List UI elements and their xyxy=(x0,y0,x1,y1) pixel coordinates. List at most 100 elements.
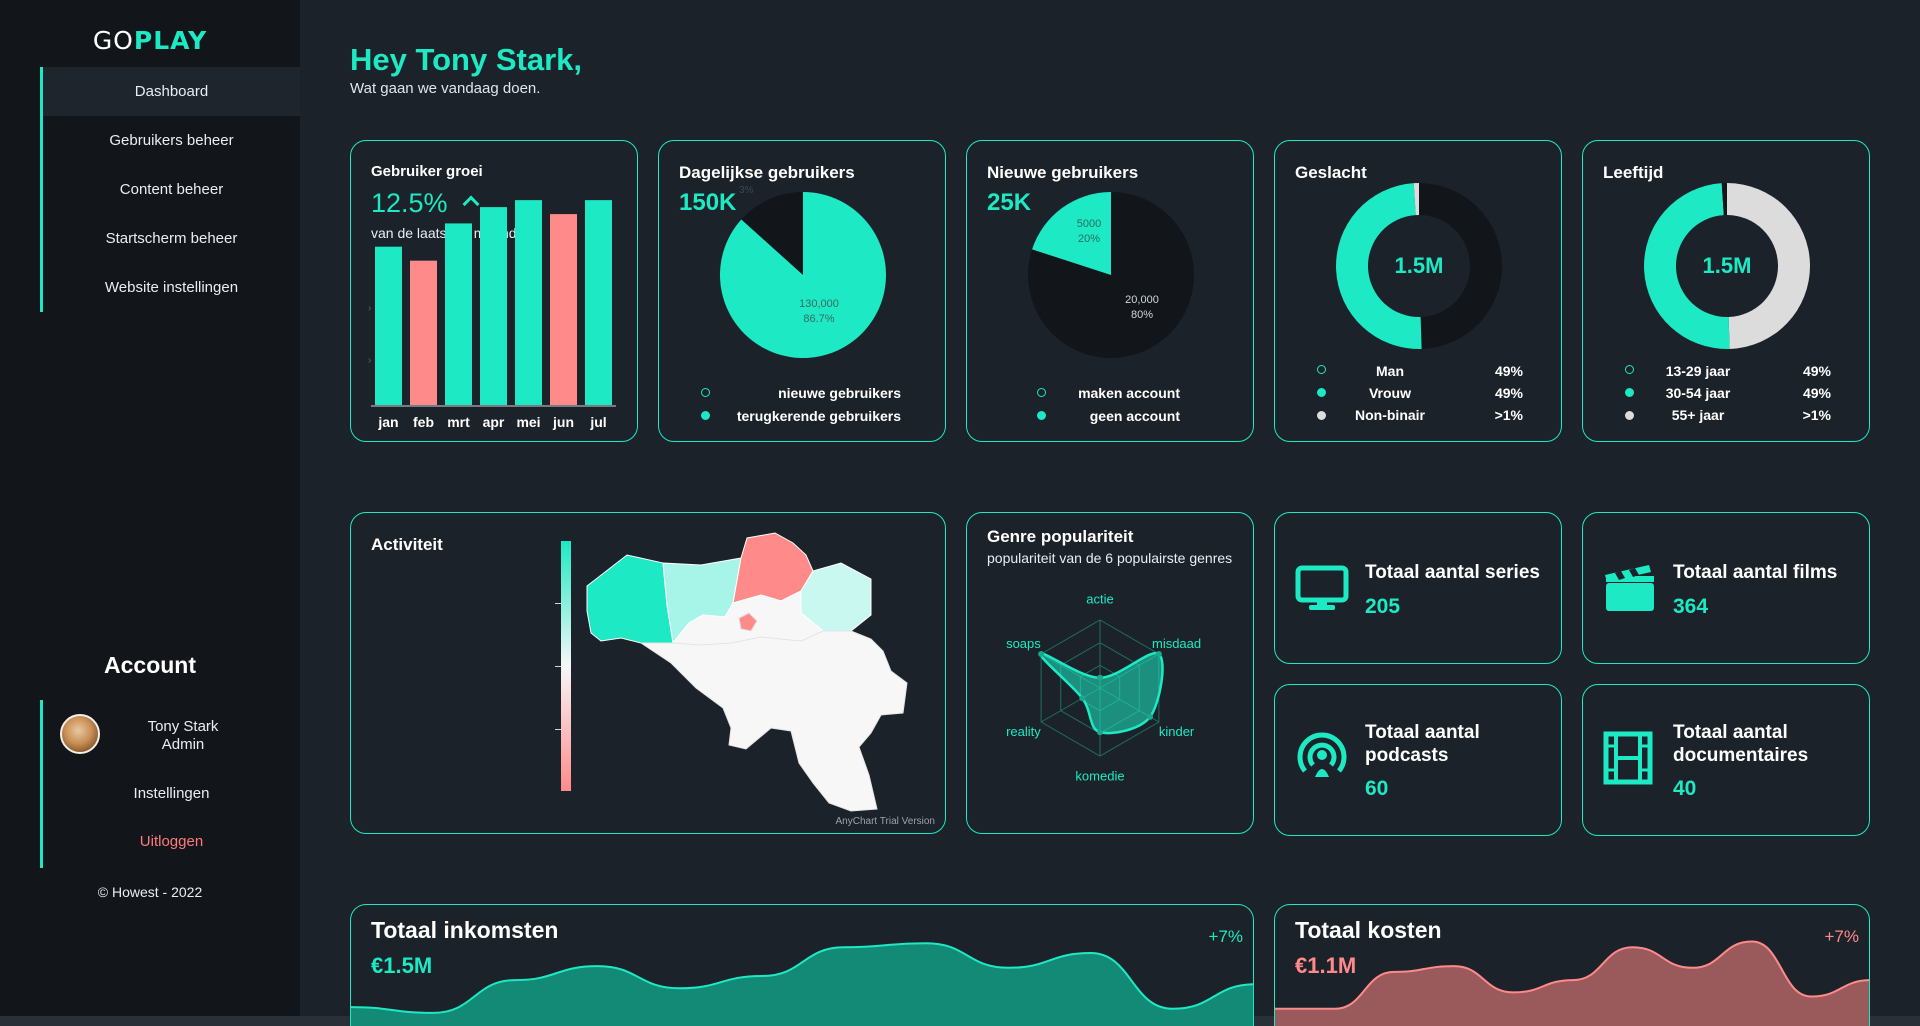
growth-card: Gebruiker groei 12.5% van de laatste 7 m… xyxy=(350,140,638,442)
daily-slice-value: 130,000 xyxy=(799,298,839,310)
radar-label-actie: actie xyxy=(1086,592,1113,607)
bar-axis-tick-2: › xyxy=(368,355,371,366)
costs-value: €1.1M xyxy=(1295,953,1357,978)
age-title: Leeftijd xyxy=(1603,163,1664,182)
radar-area xyxy=(1039,651,1164,735)
radar-label-komedie: komedie xyxy=(1075,768,1124,783)
bar-jul xyxy=(585,200,612,405)
radar-point-misdaad xyxy=(1155,651,1162,657)
sidebar-item-gebruikers-beheer[interactable]: Gebruikers beheer xyxy=(109,132,234,149)
radar-point-soaps xyxy=(1038,651,1045,657)
legend-dot-30-54 xyxy=(1625,388,1634,397)
new-users-card: Nieuwe gebruikers 25K 5000 20% 20,000 80… xyxy=(966,140,1254,442)
legend-dot-non-binair xyxy=(1317,411,1326,420)
legend-pct-55: >1% xyxy=(1802,407,1831,423)
donut-slice-non-binair xyxy=(1413,183,1419,216)
monitor-icon xyxy=(1295,565,1349,610)
legend-dot-55 xyxy=(1625,411,1634,420)
genre-title: Genre populariteit xyxy=(987,527,1134,546)
income-value: €1.5M xyxy=(371,953,433,978)
daily-users-value: 150K xyxy=(679,189,737,216)
stat-value-documentaires: 40 xyxy=(1673,777,1697,800)
pie-slice-terugkerende xyxy=(720,192,886,358)
sidebar-item-website-instellingen[interactable]: Website instellingen xyxy=(104,279,239,296)
age-donut xyxy=(1644,183,1810,349)
bar-label-mrt: mrt xyxy=(447,414,470,430)
radar-label-soaps: soaps xyxy=(1006,636,1041,651)
stat-card-films: Totaal aantal films 364 xyxy=(1582,512,1870,664)
bar-label-apr: apr xyxy=(483,414,505,430)
legend-dot-maken xyxy=(1037,388,1046,397)
stat-card-podcasts: Totaal aantal podcasts 60 xyxy=(1274,684,1562,836)
costs-area-chart xyxy=(1275,940,1869,1026)
new-slice1-pct: 20% xyxy=(1077,233,1101,245)
sidebar-item-dashboard[interactable]: Dashboard xyxy=(43,67,300,116)
growth-title: Gebruiker groei xyxy=(371,163,483,180)
growth-value-text: 12.5% xyxy=(371,188,448,218)
growth-bar-chart: › › jan feb mrt apr mei jun jul xyxy=(368,200,616,430)
legend-dot-13-29 xyxy=(1625,365,1634,374)
income-card: Totaal inkomsten €1.5M +7% xyxy=(350,904,1254,1026)
pie-slice-nieuwe xyxy=(741,192,803,275)
income-area-fill xyxy=(351,943,1253,1026)
gender-center-value: 1.5M xyxy=(1394,253,1444,278)
daily-users-pie xyxy=(720,192,886,358)
costs-title: Totaal kosten xyxy=(1295,917,1442,943)
stat-title-documentaires: Totaal aantal documentaires xyxy=(1673,722,1809,766)
film-strip-icon xyxy=(1603,731,1653,785)
account-block: Tony Stark Admin Instellingen Uitloggen xyxy=(40,700,300,868)
sidebar-item-content-beheer[interactable]: Content beheer xyxy=(119,181,224,198)
bar-mei xyxy=(515,200,542,405)
bar-axis-tick-1: › xyxy=(368,303,371,314)
daily-users-card: Dagelijkse gebruikers 150K 3% 130,000 86… xyxy=(658,140,946,442)
donut-slice-30-54 xyxy=(1644,183,1730,349)
legend-label-non-binair: Non-binair xyxy=(1355,407,1425,423)
copyright: © Howest - 2022 xyxy=(97,884,203,900)
legend-label-man: Man xyxy=(1376,363,1404,379)
new-slice1-label: 5000 20% xyxy=(1064,217,1114,247)
page-title: Hey Tony Stark, xyxy=(350,42,583,77)
stat-value-series: 205 xyxy=(1365,595,1401,618)
legend-label-vrouw: Vrouw xyxy=(1368,385,1411,401)
costs-card: Totaal kosten €1.1M +7% xyxy=(1274,904,1870,1026)
radar-label-reality: reality xyxy=(1006,724,1041,739)
bar-label-mei: mei xyxy=(516,414,540,430)
costs-area-fill xyxy=(1275,941,1869,1026)
new-users-pie xyxy=(1028,192,1194,358)
bar-apr xyxy=(480,207,507,405)
belgium-map[interactable] xyxy=(351,513,946,834)
daily-small-pct: 3% xyxy=(739,185,754,196)
sidebar: GOPLAY Dashboard Gebruikers beheer Conte… xyxy=(0,0,300,1016)
stat-value-podcasts: 60 xyxy=(1365,777,1389,800)
bar-feb xyxy=(410,260,437,405)
donut-slice-13-29 xyxy=(1727,183,1810,349)
logo-text-play: PLAY xyxy=(133,26,208,55)
avatar[interactable] xyxy=(60,714,100,754)
legend-label-13-29: 13-29 jaar xyxy=(1665,363,1731,379)
age-card: Leeftijd 1.5M 13-29 jaar 49% 30-54 jaar … xyxy=(1582,140,1870,442)
scale-tick-1 xyxy=(555,603,561,604)
daily-slice-pct: 86.7% xyxy=(803,313,835,325)
income-change: +7% xyxy=(1208,927,1244,946)
logout-link[interactable]: Uitloggen xyxy=(139,833,204,850)
radar-point-actie xyxy=(1097,674,1103,681)
income-area-chart xyxy=(351,942,1253,1026)
gender-title: Geslacht xyxy=(1295,163,1367,182)
sidebar-item-startscherm-beheer[interactable]: Startscherm beheer xyxy=(105,230,238,247)
legend-pct-30-54: 49% xyxy=(1802,385,1831,401)
logo[interactable]: GOPLAY xyxy=(0,26,300,55)
costs-change: +7% xyxy=(1824,927,1860,946)
donut-slice-vrouw xyxy=(1336,183,1422,349)
income-area-line xyxy=(351,942,1253,1014)
activity-title: Activiteit xyxy=(371,535,443,554)
legend-dot-vrouw xyxy=(1317,388,1326,397)
stat-title-films: Totaal aantal films xyxy=(1673,562,1838,583)
new-slice2-pct: 80% xyxy=(1130,309,1154,321)
legend-label-30-54: 30-54 jaar xyxy=(1665,385,1731,401)
bar-label-jul: jul xyxy=(589,414,606,430)
age-center-value: 1.5M xyxy=(1702,253,1752,278)
radar-point-komedie xyxy=(1097,729,1103,736)
stat-card-documentaires: Totaal aantal documentaires 40 xyxy=(1582,684,1870,836)
settings-link[interactable]: Instellingen xyxy=(133,785,210,802)
map-region-west-flanders xyxy=(586,554,674,644)
